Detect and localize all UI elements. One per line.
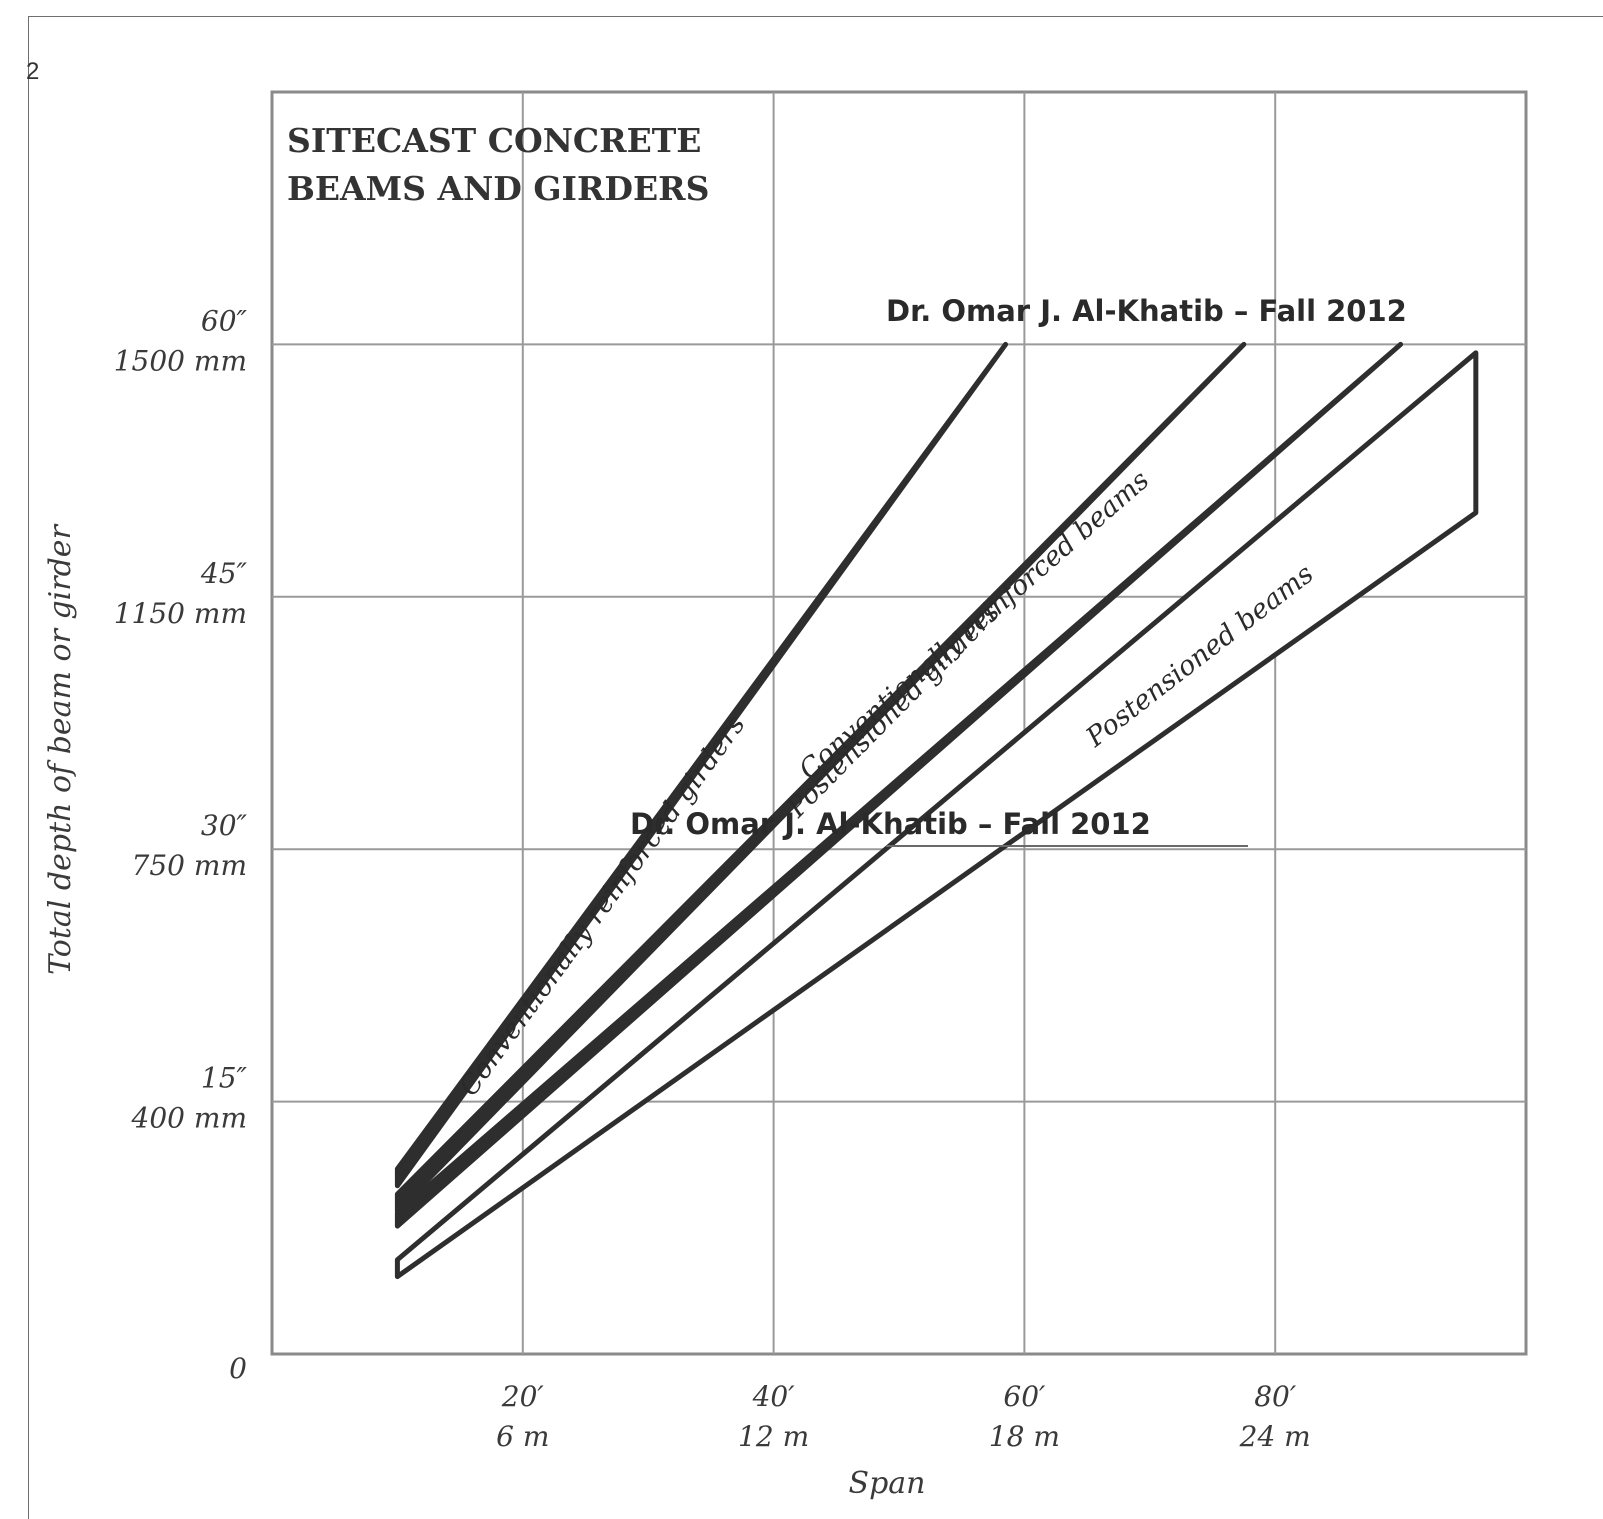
y-tick-label-2-0: 30″ [201, 809, 248, 842]
x-tick-label-0-1: 6 m [496, 1420, 549, 1453]
chart-title: SITECAST CONCRETE BEAMS AND GIRDERS [287, 121, 709, 208]
band-3 [394, 350, 1479, 1280]
annotation-0: Dr. Omar J. Al-Khatib – Fall 2012 [886, 294, 1407, 328]
y-tick-label-3-0: 45″ [200, 557, 248, 590]
corner-mark: 2 [26, 58, 40, 85]
y-tick-label-1-0: 15″ [201, 1062, 248, 1095]
x-tick-label-3-1: 24 m [1239, 1420, 1311, 1453]
page-frame [28, 16, 1603, 1519]
x-tick-label-1-1: 12 m [738, 1420, 809, 1453]
y-tick-label-4-0: 60″ [201, 304, 248, 337]
annotations: Dr. Omar J. Al-Khatib – Fall 2012 Dr. Oma… [630, 294, 1407, 847]
annotation-1: Dr. Omar J. Al-Khatib – Fall 2012 [630, 807, 1151, 841]
band-1 [394, 341, 1247, 1214]
y-tick-label-1-1: 400 mm [131, 1102, 247, 1135]
y-tick-label-4-1: 1500 mm [114, 344, 247, 377]
bands [394, 341, 1479, 1280]
chart-title-line-0: SITECAST CONCRETE [287, 121, 701, 160]
band-2 [394, 341, 1404, 1229]
x-axis-title: Span [849, 1466, 926, 1501]
x-tick-label-2-0: 60′ [1003, 1380, 1046, 1413]
y-tick-label-0: 0 [229, 1352, 247, 1385]
axis-ticks: 20′ 6 m 40′ 12 m 60′ 18 m 80′ 24 m 0 15″ 400 mm 30″… [43, 304, 1311, 1501]
x-tick-label-3-0: 80′ [1254, 1380, 1297, 1413]
x-tick-label-1-0: 40′ [752, 1380, 796, 1413]
y-tick-label-2-1: 750 mm [132, 849, 247, 882]
x-tick-label-2-1: 18 m [989, 1420, 1060, 1453]
chart-title-line-1: BEAMS AND GIRDERS [287, 169, 709, 208]
y-axis-title: Total depth of beam or girder [43, 523, 78, 974]
band-0 [394, 341, 1009, 1189]
x-tick-label-0-0: 20′ [501, 1380, 545, 1413]
y-tick-label-3-1: 1150 mm [114, 597, 247, 630]
